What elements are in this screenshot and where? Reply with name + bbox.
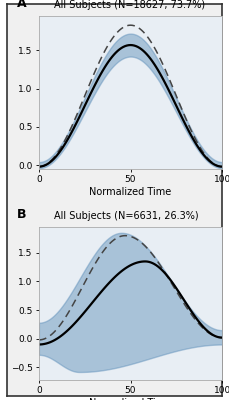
X-axis label: Normalized Time: Normalized Time [89,187,172,197]
Text: A: A [17,0,27,10]
Text: All Subjects (N=6631, 26.3%): All Subjects (N=6631, 26.3%) [54,211,198,221]
Text: All Subjects (N=18627, 73.7%): All Subjects (N=18627, 73.7%) [54,0,205,10]
X-axis label: Normalized Time: Normalized Time [89,398,172,400]
Text: B: B [17,208,26,221]
